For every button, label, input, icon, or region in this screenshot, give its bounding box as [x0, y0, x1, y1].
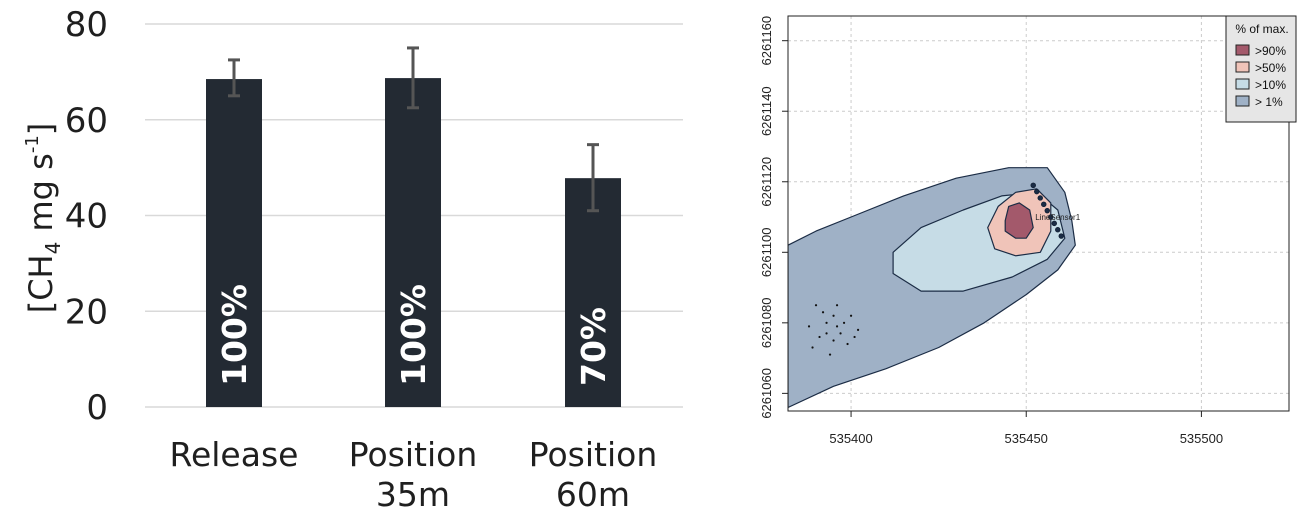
bar — [385, 78, 441, 407]
source-point — [832, 339, 835, 342]
ylabel-main: [CH — [22, 254, 60, 313]
source-point — [846, 342, 849, 346]
bar-y-tick-label: 60 — [65, 101, 108, 141]
source-point — [825, 321, 828, 324]
contour-y-tick-label: 6261160 — [759, 16, 774, 66]
source-point — [811, 346, 814, 349]
legend-entry-label: >50% — [1255, 61, 1286, 75]
source-point — [839, 332, 842, 335]
contour-y-ticks: 6261060 6261080 6261100 6261120 6261140 62611… — [759, 16, 788, 419]
bar — [206, 79, 262, 408]
bar-y-tick-label: 40 — [65, 197, 108, 237]
line-sensor-point — [1037, 195, 1043, 201]
bar-series: 100% 100% 70% — [206, 46, 621, 408]
bar-x-tick-label: Release — [170, 435, 299, 474]
ylabel-mid: mg s — [22, 153, 60, 242]
bar-y-tick-label: 80 — [65, 5, 108, 45]
source-point — [825, 332, 828, 335]
contour-y-tick-label: 6261060 — [759, 368, 774, 419]
line-sensor — [1030, 182, 1064, 239]
contour-fills — [788, 167, 1076, 409]
legend-title: % of max. — [1235, 22, 1288, 36]
source-point — [853, 335, 856, 339]
bar-data-label: 100% — [394, 284, 433, 386]
source-point — [818, 335, 821, 339]
ylabel-sup: -1 — [22, 135, 43, 153]
source-point — [832, 314, 835, 317]
line-sensor-point — [1055, 227, 1061, 233]
bar-y-tick-label: 20 — [65, 292, 108, 332]
contour-x-ticks: 535400 535450 535500 — [829, 411, 1223, 446]
line-sensor-point — [1048, 214, 1054, 220]
legend-entry-label: >10% — [1255, 78, 1286, 92]
line-sensor-point — [1034, 188, 1040, 195]
source-point — [814, 304, 818, 307]
line-sensor-label: LineSensor1 — [1035, 213, 1080, 222]
contour-x-tick-label: 535400 — [829, 431, 872, 446]
contour-region — [1004, 202, 1034, 239]
source-point — [835, 304, 839, 307]
contour-y-tick-label: 6261080 — [759, 298, 774, 349]
ylabel-end: ] — [22, 123, 60, 135]
legend-swatch — [1235, 78, 1250, 90]
line-sensor-point — [1030, 182, 1036, 188]
source-points — [807, 304, 860, 356]
line-sensor-point — [1051, 220, 1057, 227]
source-point — [821, 311, 825, 314]
source-point — [828, 353, 832, 356]
bar-y-tick-label: 0 — [86, 388, 108, 428]
bar-y-axis-label: [CH4 mg s-1] — [22, 123, 65, 314]
bar-x-tick-label-line2: 35m — [376, 475, 450, 514]
legend-entry-label: >90% — [1255, 44, 1286, 58]
source-point — [849, 314, 853, 317]
legend-entry-label: > 1% — [1255, 95, 1283, 109]
ylabel-sub: 4 — [41, 242, 65, 255]
bar — [565, 178, 621, 407]
source-point — [856, 328, 860, 331]
bar-data-label: 100% — [215, 284, 254, 386]
bar-x-tick-label: Position — [349, 435, 478, 474]
plot-frame — [787, 15, 1290, 412]
legend-swatch — [1235, 95, 1250, 107]
source-point — [835, 325, 839, 328]
contour-x-tick-label: 535500 — [1180, 431, 1223, 446]
legend: % of max. >90% >50% >10% > 1% — [1225, 15, 1297, 123]
line-sensor-point — [1044, 207, 1050, 214]
legend-entries: >90% >50% >10% > 1% — [1235, 44, 1286, 109]
contour-plot: LineSensor1 535400 535450 535500 626106062… — [759, 15, 1297, 446]
bar-chart: 0 20 40 60 80 [CH4 mg s-1] 100% 100% 70% Relea… — [22, 5, 683, 514]
bar-x-tick-label: Position — [529, 435, 658, 474]
contour-y-tick-label: 6261140 — [759, 86, 774, 136]
bar-y-tick-labels: 0 20 40 60 80 — [65, 5, 108, 428]
bar-x-tick-label-line2: 60m — [556, 475, 630, 514]
contour-x-tick-label: 535450 — [1005, 431, 1048, 446]
line-sensor-point — [1041, 201, 1047, 208]
contour-y-tick-label: 6261100 — [759, 227, 774, 277]
source-point — [807, 325, 811, 328]
contour-y-tick-label: 6261120 — [759, 157, 774, 207]
legend-swatch — [1235, 44, 1250, 56]
source-point — [842, 321, 846, 324]
legend-swatch — [1235, 61, 1250, 73]
bar-data-label: 70% — [574, 307, 613, 386]
line-sensor-point — [1058, 233, 1064, 239]
